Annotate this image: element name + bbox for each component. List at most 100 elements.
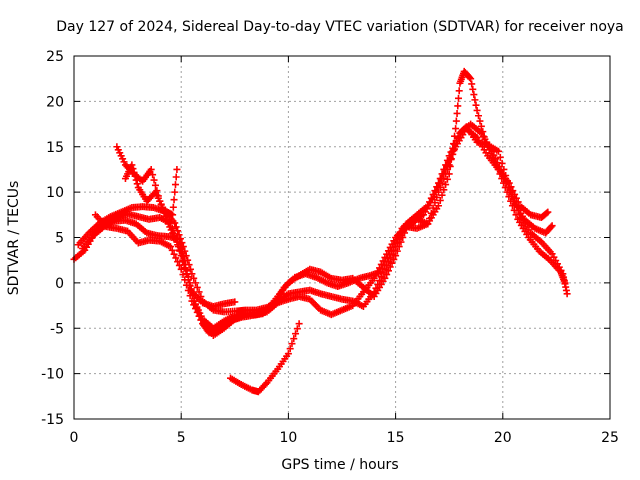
data-point-marker [512,211,520,219]
data-point-marker [151,181,159,189]
series-satellite-track-7 [121,161,181,219]
data-point-marker [455,87,463,95]
data-point-marker [392,252,400,260]
data-point-marker [543,209,551,217]
data-point-marker [176,247,184,255]
data-point-marker [480,133,488,141]
data-point-marker [436,184,444,192]
data-point-marker [452,117,460,125]
data-point-marker [381,274,389,282]
data-point-marker [448,147,456,155]
data-point-marker [286,345,294,353]
data-point-marker [442,181,450,189]
series-satellite-track-6 [227,320,303,396]
data-point-marker [188,297,196,305]
data-point-marker [561,279,569,287]
data-point-marker [174,243,182,251]
data-point-marker [496,153,504,161]
data-point-marker [487,150,495,158]
data-point-marker [453,109,461,117]
data-point-marker [132,176,140,184]
data-point-marker [473,106,481,114]
data-point-marker [173,238,181,246]
data-point-marker [503,188,511,196]
data-point-marker [467,75,475,83]
y-tick-label: 10 [46,185,64,201]
data-point-marker [179,256,187,264]
data-point-marker [295,320,303,328]
data-point-marker [195,288,203,296]
data-point-marker [388,259,396,267]
data-point-marker [166,243,174,251]
data-point-marker [510,206,518,214]
y-tick-label: 25 [46,49,64,65]
data-point-marker [173,165,181,173]
data-point-marker [502,171,510,179]
data-point-marker [492,161,500,169]
y-tick-label: 20 [46,94,64,110]
data-point-marker [149,171,157,179]
data-point-marker [384,267,392,275]
y-tick-label: -5 [50,321,64,337]
data-point-marker [179,271,187,279]
data-point-marker [489,153,497,161]
data-point-marker [476,117,484,125]
data-point-marker [469,85,477,93]
data-point-marker [197,292,205,300]
data-point-marker [472,101,480,109]
data-point-marker [468,80,476,88]
x-tick-label: 20 [494,430,512,446]
data-point-marker [440,186,448,194]
data-point-marker [449,140,457,148]
x-tick-label: 25 [601,430,619,446]
data-point-marker [290,335,298,343]
data-point-marker [131,172,139,180]
data-point-marker [133,180,141,188]
x-tick-label: 10 [279,430,297,446]
data-point-marker [452,125,460,133]
data-point-marker [129,165,137,173]
data-point-marker [547,223,555,231]
data-point-marker [181,276,189,284]
data-point-marker [288,340,296,348]
data-point-marker [563,290,571,298]
x-tick-label: 15 [387,430,405,446]
data-point-marker [397,238,405,246]
y-tick-label: 0 [55,276,64,292]
data-point-marker [163,216,171,224]
data-point-marker [171,181,179,189]
data-point-marker [172,173,180,181]
data-point-marker [451,132,459,140]
data-point-marker [292,330,300,338]
data-point-marker [494,165,502,173]
data-point-marker [128,161,136,169]
y-tick-label: -10 [41,367,64,383]
data-point-marker [383,271,391,279]
data-point-marker [443,175,451,183]
data-point-marker [445,161,453,169]
data-point-marker [197,316,205,324]
data-point-marker [507,197,515,205]
axis-ticks: 0 5 10 15 20 25 -15 -10 -5 0 5 10 15 20 25 [41,49,619,446]
data-point-marker [174,227,182,235]
y-tick-label: 15 [46,140,64,156]
data-point-marker [172,223,180,231]
data-point-marker [395,243,403,251]
data-point-marker [495,147,503,155]
data-point-marker [500,179,508,187]
data-point-marker [466,73,474,81]
data-point-marker [544,208,552,216]
data-point-marker [170,196,178,204]
data-point-marker [446,162,454,170]
data-point-marker [501,184,509,192]
data-point-marker [505,193,513,201]
data-point-marker [454,94,462,102]
data-point-marker [548,222,556,230]
data-point-marker [130,168,138,176]
data-point-marker [168,246,176,254]
data-point-marker [293,325,301,333]
y-tick-label: 5 [55,231,64,247]
data-point-marker [195,312,203,320]
data-point-marker [171,219,179,227]
